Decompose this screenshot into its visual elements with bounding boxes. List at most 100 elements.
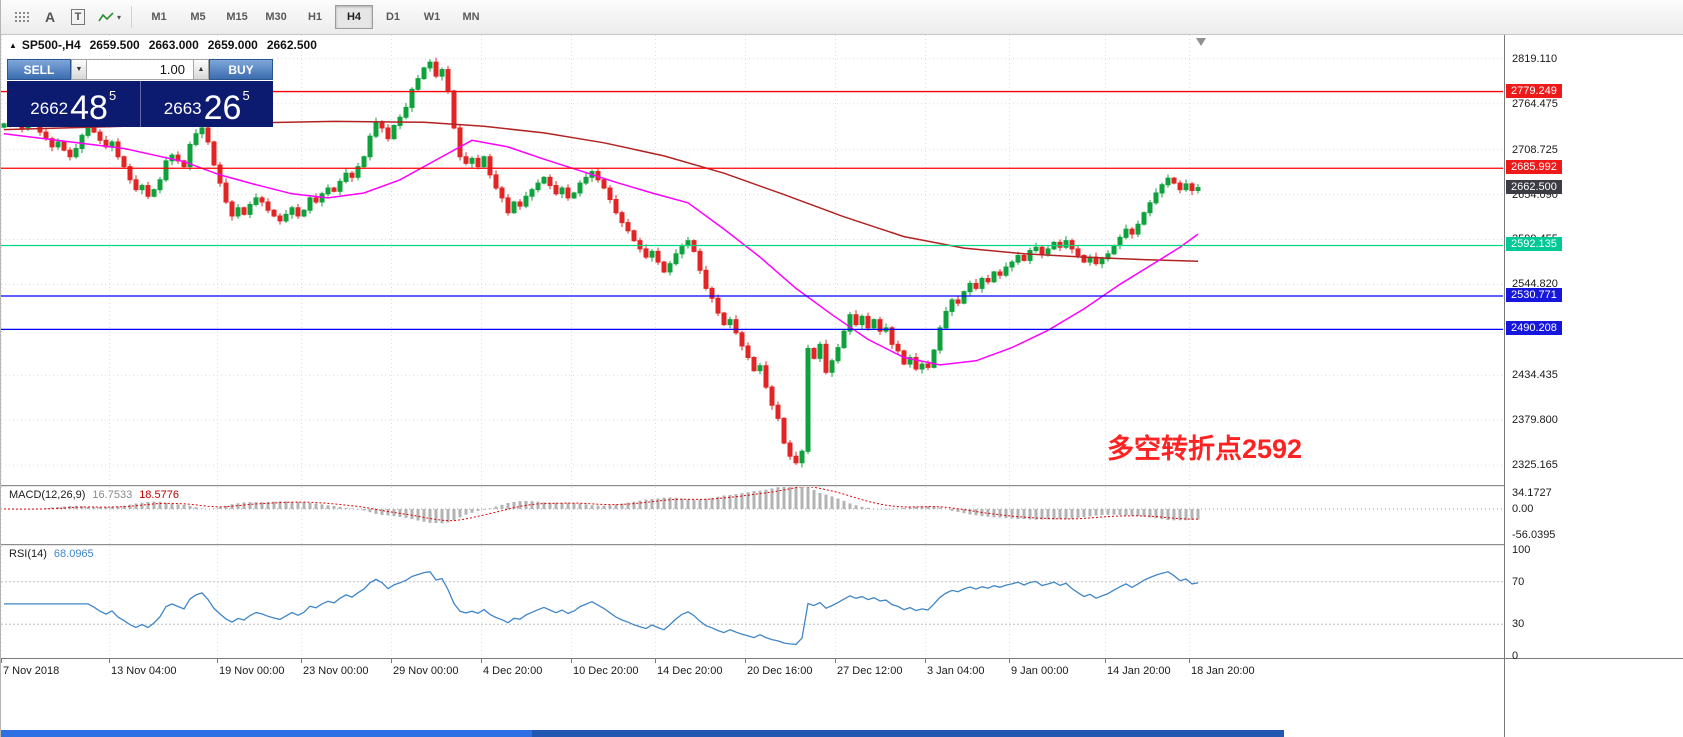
rsi-value: 68.0965 <box>53 548 94 560</box>
symbol-marker-icon: ▲ <box>9 40 17 50</box>
timeframe-W1[interactable]: W1 <box>423 11 441 23</box>
time-tick <box>217 659 218 663</box>
time-label: 18 Jan 20:00 <box>1191 665 1255 677</box>
macd-canvas[interactable] <box>1 487 1504 544</box>
current-price-label: 2662.500 <box>1506 180 1562 194</box>
one-click-trading-panel: SELL ▼ 1.00 ▲ BUY 2662 48 5 2663 <box>7 59 273 127</box>
time-tick <box>391 659 392 663</box>
buy-price-prefix: 2663 <box>163 99 202 118</box>
time-tick <box>571 659 572 663</box>
toolbar-separator <box>131 6 133 28</box>
sell-price-big: 48 <box>70 88 108 127</box>
price-tick: 2708.725 <box>1512 144 1558 156</box>
time-label: 10 Dec 20:00 <box>573 665 639 677</box>
time-label: 13 Nov 04:00 <box>111 665 177 677</box>
price-line-label: 2490.208 <box>1506 321 1562 335</box>
timeframe-D1[interactable]: D1 <box>385 11 401 23</box>
window-footer <box>1 682 1504 737</box>
ohlc-high: 2663.000 <box>148 38 199 52</box>
buy-button[interactable]: BUY <box>209 59 273 80</box>
plot-column: ▲ SP500-,H4 2659.500 2663.000 2659.000 2… <box>1 35 1504 737</box>
ohlc-close: 2662.500 <box>266 38 317 52</box>
rsi-tick: 70 <box>1512 576 1525 588</box>
macd-label: MACD(12,26,9) 16.7533 18.5776 <box>9 489 179 501</box>
rsi-pane: RSI(14) 68.0965 <box>1 546 1504 658</box>
sell-button[interactable]: SELL <box>7 59 71 80</box>
buy-price-sup: 5 <box>242 88 250 103</box>
price-tick: 2325.165 <box>1512 459 1558 471</box>
toolbar: A T ▾ M1 M5 M15 M30 H1 H4 D1 W1 MN <box>1 0 1683 35</box>
rsi-tick: 30 <box>1512 618 1525 630</box>
volume-input[interactable]: 1.00 <box>87 59 193 80</box>
sell-price-prefix: 2662 <box>30 99 69 118</box>
volume-up-button[interactable]: ▲ <box>193 59 209 80</box>
time-tick <box>925 659 926 663</box>
chart-annotation-text: 多空转折点2592 <box>1107 434 1303 464</box>
main-price-pane: ▲ SP500-,H4 2659.500 2663.000 2659.000 2… <box>1 35 1504 485</box>
time-label: 29 Nov 00:00 <box>393 665 459 677</box>
price-line-label: 2685.992 <box>1506 160 1562 174</box>
pane-divider[interactable] <box>1 485 1504 487</box>
time-tick <box>301 659 302 663</box>
price-axis[interactable]: 2819.1102764.4752708.7252654.0902599.455… <box>1504 35 1683 737</box>
volume-dropdown-button[interactable]: ▼ <box>71 59 87 80</box>
price-tick: 2819.110 <box>1512 53 1558 65</box>
symbol-header: ▲ SP500-,H4 2659.500 2663.000 2659.000 2… <box>9 38 317 52</box>
text-a-icon[interactable]: A <box>44 9 56 25</box>
indicators-icon[interactable] <box>93 5 119 29</box>
text-frame-icon[interactable]: T <box>65 5 91 29</box>
time-tick <box>109 659 110 663</box>
timeframe-M15[interactable]: M15 <box>226 11 248 23</box>
chart-objects-icon[interactable] <box>9 5 35 29</box>
chart-workspace: ▲ SP500-,H4 2659.500 2663.000 2659.000 2… <box>1 35 1683 737</box>
time-label: 9 Jan 00:00 <box>1011 665 1069 677</box>
macd-name: MACD(12,26,9) <box>9 489 86 501</box>
axis-corner-line <box>1505 658 1683 659</box>
timeframe-M1[interactable]: M1 <box>151 11 167 23</box>
timeframe-buttons: M1 M5 M15 M30 H1 H4 D1 W1 MN <box>140 5 490 29</box>
chart-shift-marker[interactable] <box>1196 38 1206 46</box>
sell-price-sup: 5 <box>108 88 117 103</box>
buy-price-big: 26 <box>203 88 242 127</box>
timeframe-M30[interactable]: M30 <box>265 11 287 23</box>
rsi-tick: 100 <box>1512 544 1531 556</box>
rsi-name: RSI(14) <box>9 548 47 560</box>
buy-price-display[interactable]: 2663 26 5 <box>141 81 274 127</box>
macd-value-signal: 18.5776 <box>139 489 179 501</box>
time-tick <box>655 659 656 663</box>
time-tick <box>1009 659 1010 663</box>
macd-tick: -56.0395 <box>1512 529 1556 541</box>
time-tick <box>745 659 746 663</box>
price-line-label: 2592.135 <box>1506 237 1562 251</box>
time-label: 14 Jan 20:00 <box>1107 665 1171 677</box>
timeframe-H1[interactable]: H1 <box>307 11 323 23</box>
time-label: 14 Dec 20:00 <box>657 665 723 677</box>
time-label: 23 Nov 00:00 <box>303 665 369 677</box>
time-label: 19 Nov 00:00 <box>219 665 285 677</box>
sell-price-display[interactable]: 2662 48 5 <box>7 81 141 127</box>
footer-progress-bar <box>1 730 532 737</box>
macd-tick: 0.00 <box>1512 503 1534 515</box>
rsi-label: RSI(14) 68.0965 <box>9 548 94 560</box>
price-line-label: 2530.771 <box>1506 288 1562 302</box>
time-tick <box>481 659 482 663</box>
timeframe-MN[interactable]: MN <box>462 11 480 23</box>
time-tick <box>835 659 836 663</box>
macd-tick: 34.1727 <box>1512 487 1552 499</box>
ohlc-low: 2659.000 <box>207 38 258 52</box>
time-tick <box>1189 659 1190 663</box>
time-label: 4 Dec 20:00 <box>483 665 543 677</box>
pane-divider[interactable] <box>1 544 1504 546</box>
time-axis[interactable]: 7 Nov 2018 13 Nov 04:00 19 Nov 00:00 23 Nov… <box>1 658 1504 682</box>
rsi-canvas[interactable] <box>1 546 1504 658</box>
time-label: 7 Nov 2018 <box>3 665 60 677</box>
footer-progress-bar-secondary <box>532 730 1284 737</box>
timeframe-H4[interactable]: H4 <box>335 5 374 29</box>
ohlc-open: 2659.500 <box>89 38 140 52</box>
time-label: 27 Dec 12:00 <box>837 665 903 677</box>
main-chart-canvas[interactable] <box>1 35 1504 485</box>
timeframe-M5[interactable]: M5 <box>190 11 206 23</box>
macd-value-main: 16.7533 <box>92 489 133 501</box>
indicators-dropdown-arrow[interactable]: ▾ <box>117 12 122 22</box>
